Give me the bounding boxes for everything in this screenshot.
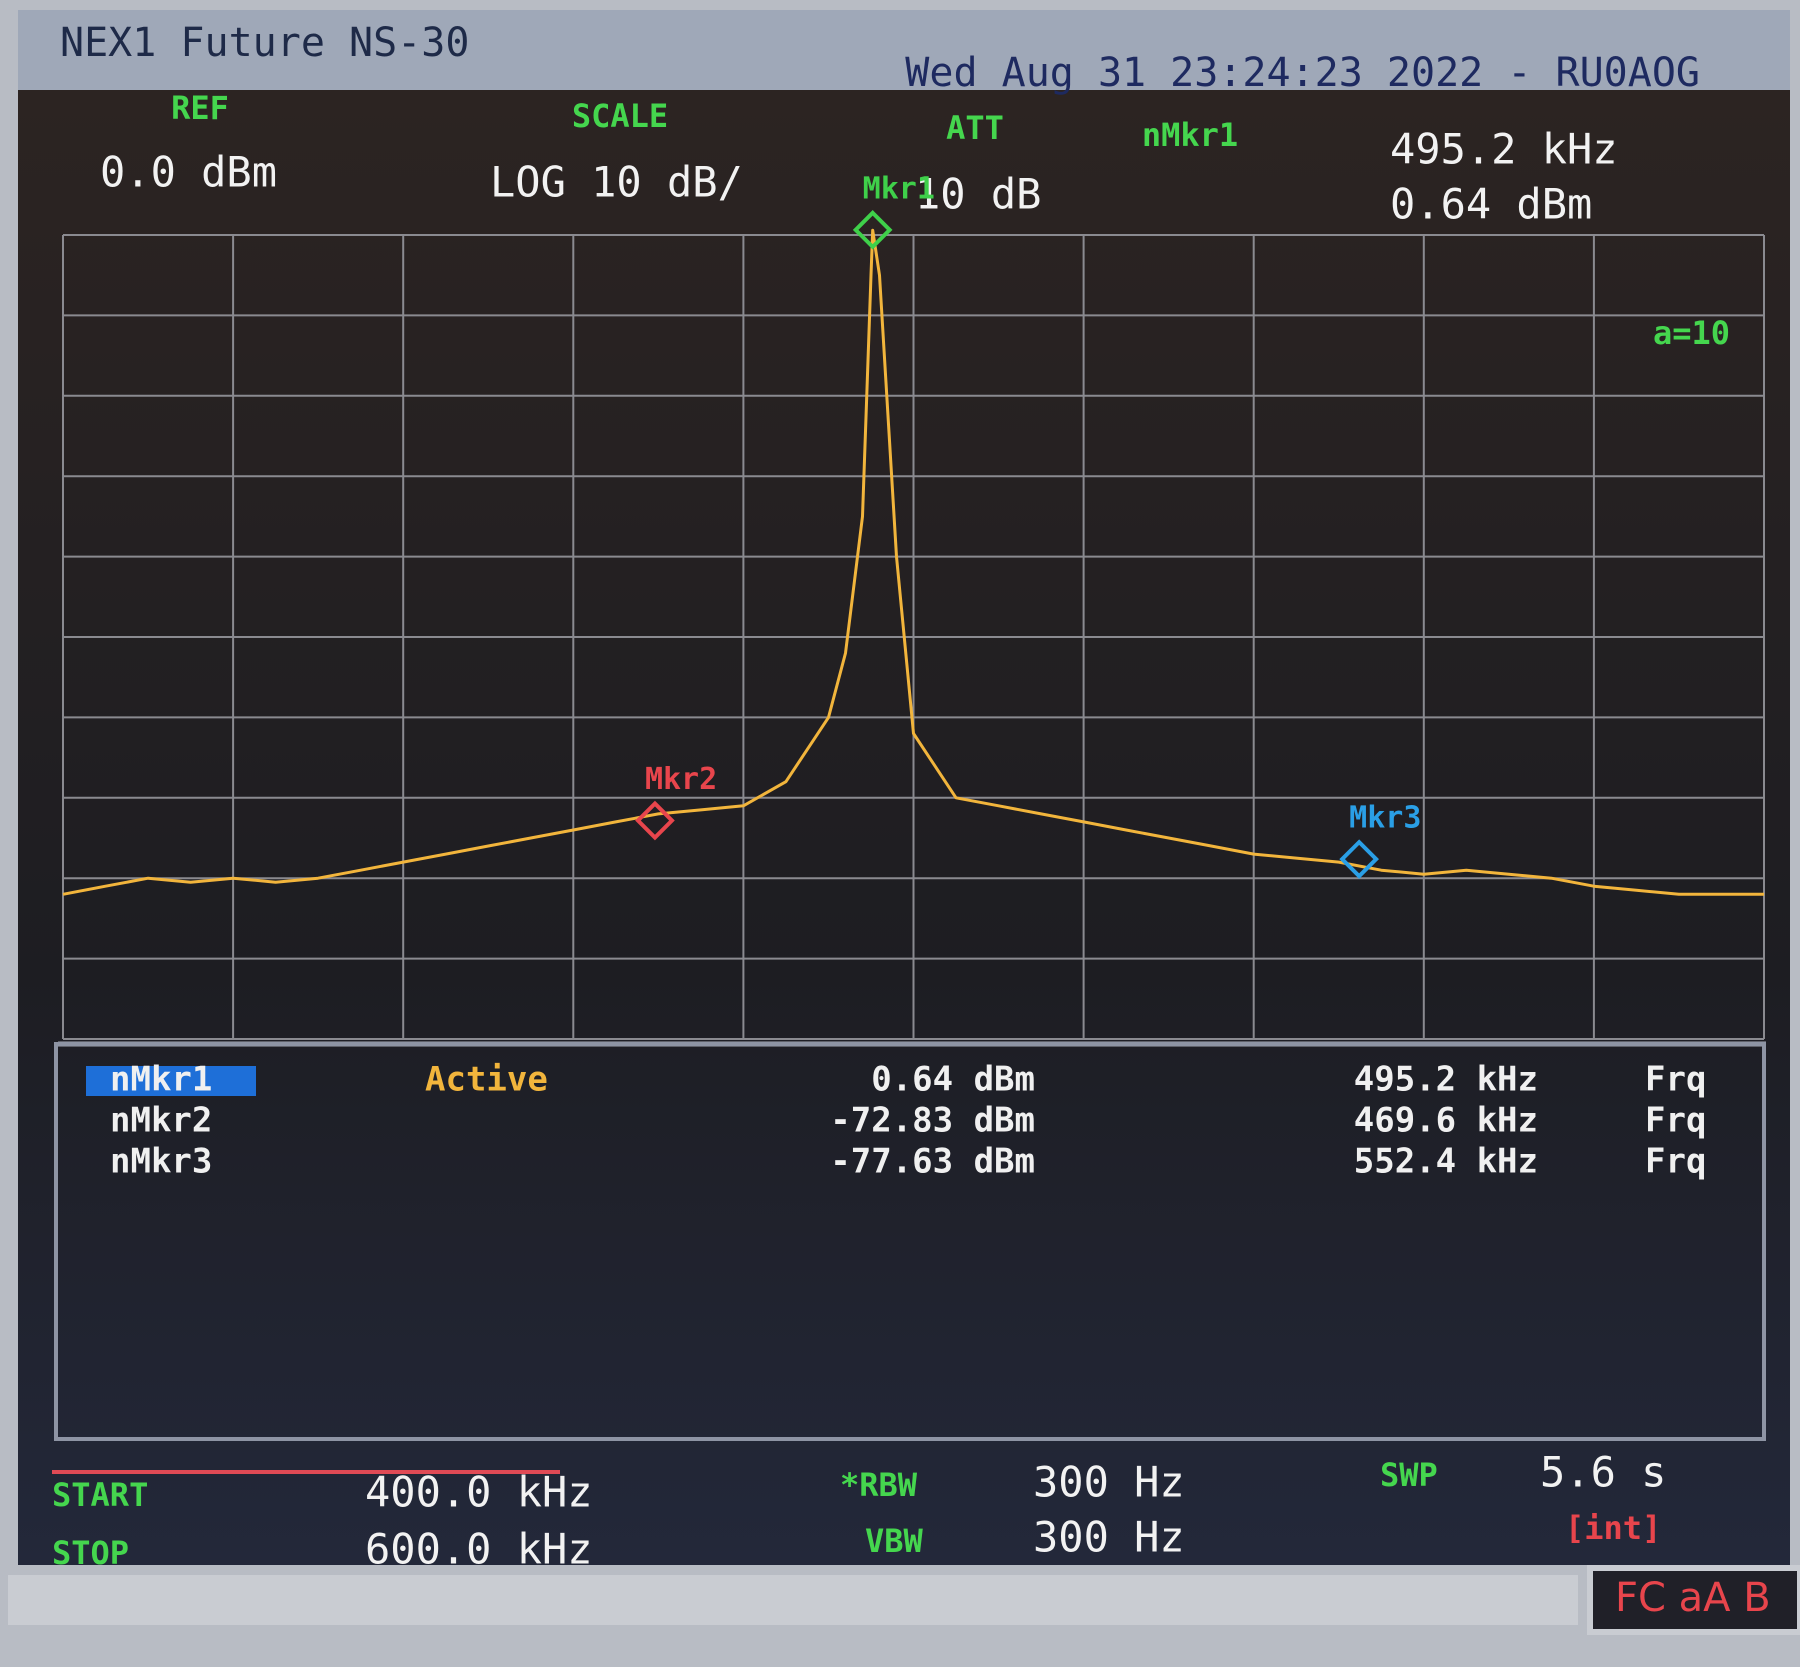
display [18, 85, 1790, 1565]
stop-label: STOP [52, 1534, 129, 1572]
start-value: 400.0 kHz [365, 1468, 593, 1517]
scale-label: SCALE [572, 97, 668, 135]
marker-label: nMkr1 [1142, 116, 1238, 154]
marker-mode: Frq [1645, 1142, 1706, 1182]
marker-mode: Frq [1645, 1060, 1706, 1100]
marker-frequency: 495.2 kHz [1354, 1060, 1538, 1100]
marker-frequency: 552.4 kHz [1354, 1142, 1538, 1182]
marker-name: nMkr1 [110, 1060, 212, 1100]
marker-status: Active [425, 1060, 548, 1100]
average-count: a=10 [1653, 314, 1730, 352]
instrument-title: NEX1 Future NS-30 [60, 20, 469, 66]
sweep-label: SWP [1380, 1456, 1438, 1494]
plot: Mkr1 Mkr2 Mkr3 [62, 171, 1765, 1040]
marker-label: Mkr3 [1349, 801, 1421, 836]
sweep-value: 5.6 s [1540, 1448, 1666, 1497]
status-bar [8, 1575, 1578, 1625]
att-label: ATT [946, 109, 1004, 147]
status-box [1587, 1565, 1800, 1635]
marker-name: nMkr2 [110, 1101, 212, 1141]
table-frame [54, 1042, 1766, 1441]
marker-name: nMkr3 [110, 1142, 212, 1182]
marker-frequency: 469.6 kHz [1354, 1101, 1538, 1141]
date-time: Wed Aug 31 23:24:23 2022 - RU0AOG [905, 50, 1700, 96]
vbw-label: VBW [865, 1522, 924, 1560]
active-row-highlight [86, 1066, 256, 1096]
att-value: 10 dB [915, 170, 1041, 219]
marker-table: nMkr1 Active 0.64 dBm 495.2 kHz Frq nMkr2 -72.… [110, 1060, 1706, 1182]
marker-frequency: 495.2 kHz [1390, 125, 1618, 174]
trace [62, 228, 1764, 896]
stop-value: 600.0 kHz [365, 1525, 593, 1574]
rbw-label: *RBW [840, 1466, 918, 1504]
marker-level: 0.64 dBm [871, 1060, 1035, 1100]
marker-mode: Frq [1645, 1101, 1706, 1141]
marker [852, 210, 893, 250]
marker [1339, 839, 1379, 879]
marker-label: Mkr1 [863, 171, 935, 206]
marker-level: 0.64 dBm [1390, 180, 1592, 229]
marker-level: -77.63 dBm [830, 1142, 1035, 1182]
sweep-mode: [int] [1565, 1509, 1661, 1547]
marker [635, 800, 675, 841]
ref-value: 0.0 dBm [100, 148, 277, 197]
scale-value: LOG 10 dB/ [490, 158, 743, 207]
marker-level: -72.83 dBm [830, 1101, 1035, 1141]
rbw-value: 300 Hz [1033, 1458, 1185, 1507]
marker-label: Mkr2 [645, 762, 717, 797]
start-label: START [52, 1476, 148, 1514]
vbw-value: 300 Hz [1033, 1513, 1185, 1562]
status-flags: FC aA B [1615, 1575, 1771, 1621]
ref-label: REF [171, 89, 229, 127]
title-bar [18, 10, 1790, 90]
